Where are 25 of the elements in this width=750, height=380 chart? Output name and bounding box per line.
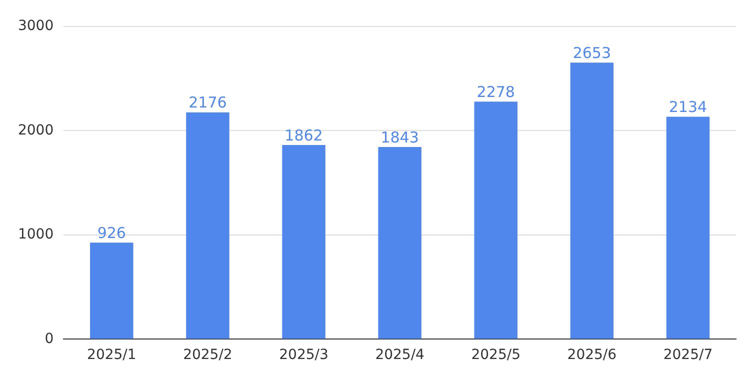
bar — [666, 116, 710, 339]
bar — [378, 147, 422, 339]
data-label: 2176 — [188, 94, 227, 112]
x-tick-label: 2025/6 — [567, 347, 617, 364]
y-tick-label: 0 — [44, 330, 54, 347]
bar — [474, 102, 518, 339]
y-tick-label: 2000 — [18, 122, 54, 138]
x-tick-label: 2025/3 — [279, 347, 328, 364]
y-tick-label: 3000 — [18, 18, 54, 34]
data-label: 2134 — [668, 98, 708, 116]
x-tick-label: 2025/7 — [663, 347, 713, 364]
y-tick-label: 1000 — [18, 226, 54, 243]
x-tick-label: 2025/2 — [183, 347, 232, 364]
data-label: 2278 — [476, 83, 515, 102]
bar — [570, 62, 614, 339]
data-label: 1862 — [284, 126, 323, 144]
data-label: 2653 — [572, 44, 612, 62]
bar — [282, 145, 326, 339]
bar — [90, 242, 134, 339]
data-label: 926 — [97, 224, 126, 242]
data-label: 1843 — [380, 128, 419, 146]
x-tick-label: 2025/1 — [87, 347, 136, 364]
x-tick-label: 2025/5 — [471, 347, 520, 364]
bar — [186, 112, 230, 339]
x-tick-label: 2025/4 — [375, 347, 425, 364]
